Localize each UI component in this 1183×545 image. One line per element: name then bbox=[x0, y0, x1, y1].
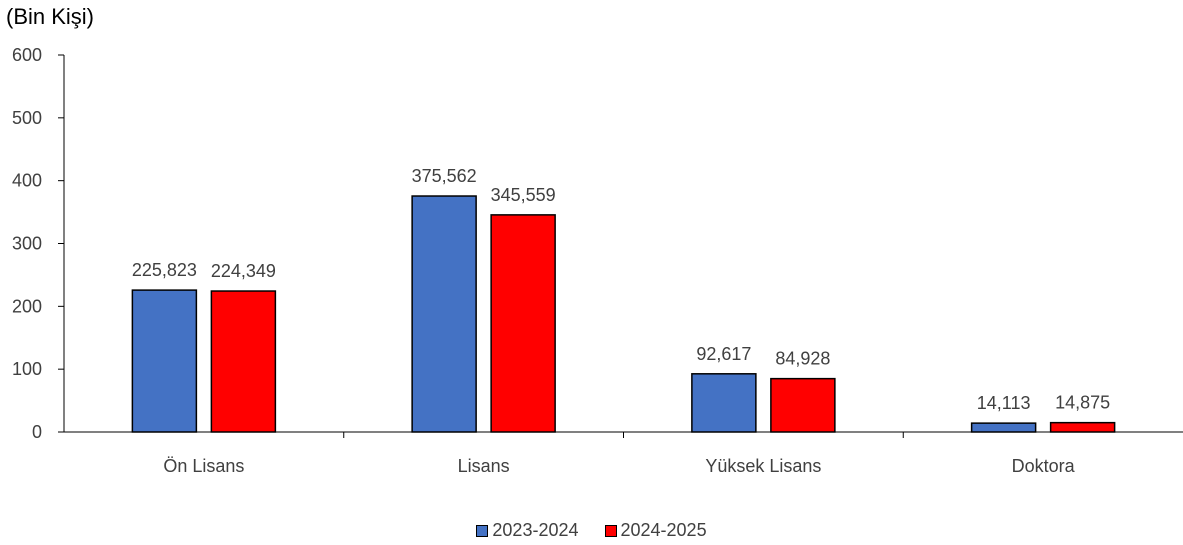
data-label: 14,113 bbox=[977, 393, 1031, 413]
y-tick-label: 500 bbox=[12, 108, 42, 128]
bar-chart: 0 100 200 300 400 500 600 Ön Lisans 225,823 224,… bbox=[12, 45, 1183, 476]
legend-item-series-1: 2023-2024 bbox=[476, 520, 579, 541]
data-label: 225,823 bbox=[132, 260, 197, 280]
y-tick-label: 600 bbox=[12, 45, 42, 65]
legend-item-series-2: 2024-2025 bbox=[604, 520, 707, 541]
bar-2 bbox=[210, 290, 277, 433]
bar-1 bbox=[131, 289, 198, 433]
bar-2 bbox=[770, 377, 836, 433]
bar-1 bbox=[691, 373, 757, 433]
y-unit-label: (Bin Kişi) bbox=[6, 4, 95, 29]
data-label: 224,349 bbox=[211, 261, 276, 281]
bar-2 bbox=[490, 214, 556, 433]
x-tick-label: Yüksek Lisans bbox=[705, 456, 821, 476]
y-tick-label: 0 bbox=[32, 422, 42, 442]
legend-label-series-2: 2024-2025 bbox=[620, 520, 707, 540]
y-tick-label: 200 bbox=[12, 296, 42, 316]
bar-1 bbox=[411, 195, 477, 433]
y-tick-label: 300 bbox=[12, 234, 42, 254]
bar-2 bbox=[1049, 421, 1116, 433]
legend: 2023-2024 2024-2025 bbox=[0, 520, 1183, 541]
x-tick-label: Ön Lisans bbox=[163, 456, 244, 476]
y-tick-label: 400 bbox=[12, 171, 42, 191]
x-tick-label: Doktora bbox=[1012, 456, 1076, 476]
data-label: 84,928 bbox=[775, 349, 830, 369]
y-tick-label: 100 bbox=[12, 359, 42, 379]
data-label: 345,559 bbox=[491, 185, 556, 205]
legend-swatch-series-2 bbox=[604, 524, 617, 537]
bar-1 bbox=[970, 422, 1037, 433]
data-label: 14,875 bbox=[1055, 393, 1110, 413]
legend-swatch-series-1 bbox=[476, 524, 489, 537]
data-label: 92,617 bbox=[696, 344, 751, 364]
x-tick-label: Lisans bbox=[458, 456, 510, 476]
legend-label-series-1: 2023-2024 bbox=[492, 520, 579, 540]
data-label: 375,562 bbox=[412, 166, 477, 186]
